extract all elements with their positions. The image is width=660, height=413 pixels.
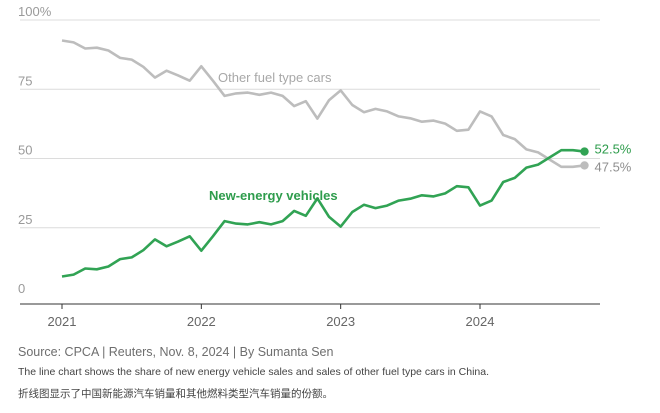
x-tick-label: 2021 (48, 314, 77, 329)
chart-description-chinese: 折线图显示了中国新能源汽车销量和其他燃料类型汽车销量的份额。 (18, 388, 333, 400)
x-tick-label: 2023 (326, 314, 355, 329)
y-tick-label: 50 (18, 143, 32, 158)
source-credit: Source: CPCA | Reuters, Nov. 8, 2024 | B… (18, 345, 334, 359)
series-end-value-label: 52.5% (595, 142, 632, 157)
series-name-label: New-energy vehicles (209, 188, 338, 203)
y-tick-label: 25 (18, 212, 32, 227)
series-line (61, 39, 585, 169)
x-tick-label: 2024 (466, 314, 495, 329)
y-axis-tick-labels: 0 25 50 75 100% (18, 4, 52, 296)
y-tick-label: 75 (18, 73, 32, 88)
series-end-point (580, 161, 589, 170)
series-end-point (580, 147, 589, 156)
x-tick-label: 2022 (187, 314, 216, 329)
chart-description: The line chart shows the share of new en… (18, 366, 490, 378)
series-lines (61, 39, 589, 278)
grid-lines (20, 19, 600, 229)
y-tick-label: 0 (18, 281, 25, 296)
y-tick-label: 100% (18, 4, 52, 19)
series-name-label: Other fuel type cars (218, 70, 332, 85)
series-line (61, 148, 585, 278)
series-end-value-label: 47.5% (595, 159, 632, 174)
x-axis: 2021 2022 2023 2024 (20, 303, 600, 329)
series-labels: Other fuel type cars 47.5% New-energy vehi… (209, 70, 632, 203)
